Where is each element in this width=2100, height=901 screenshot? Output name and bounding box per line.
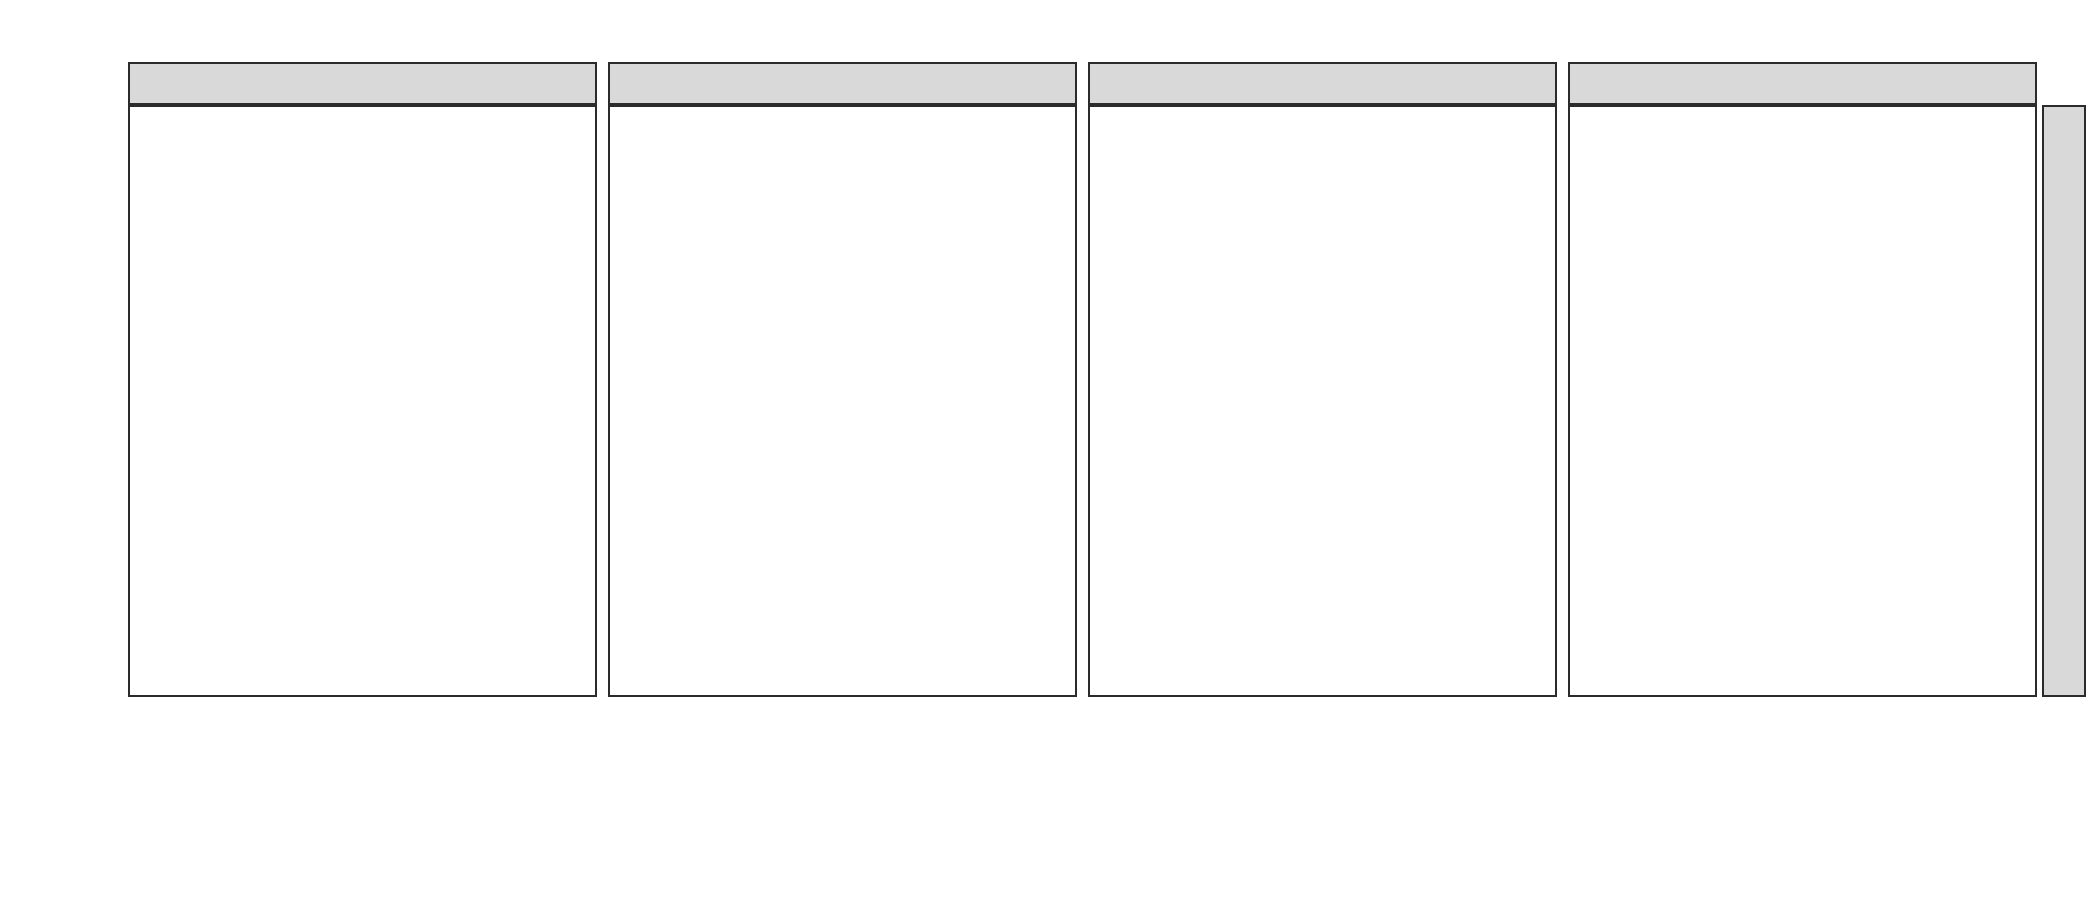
legend-entry — [943, 812, 1173, 833]
plot-area — [608, 105, 1077, 697]
facet-panel-son — [1568, 0, 2037, 760]
facet-strip — [608, 62, 1077, 105]
facet-plot-svg — [1088, 105, 1557, 697]
legend-point-icon — [1049, 809, 1068, 828]
legend-entry — [1203, 812, 1433, 833]
facet-panel-djf — [128, 0, 597, 760]
facet-plot-svg — [608, 105, 1077, 697]
x-tick-labels — [1568, 703, 2037, 737]
facet-panel-mam — [608, 0, 1077, 760]
legend — [0, 812, 2100, 892]
x-tick-labels — [1088, 703, 1557, 737]
facet-plot-svg — [128, 105, 597, 697]
plot-area — [1088, 105, 1557, 697]
legend-key-swatch — [1245, 812, 1392, 825]
x-tick-labels — [128, 703, 597, 737]
facet-row-strip — [2042, 105, 2086, 697]
legend-point-icon — [1309, 809, 1328, 828]
plot-area — [128, 105, 597, 697]
legend-entry — [683, 812, 913, 833]
facet-strip — [1088, 62, 1557, 105]
facet-strip — [1568, 62, 2037, 105]
legend-key-swatch — [725, 812, 872, 825]
y-axis-title — [8, 215, 48, 515]
legend-point-icon — [789, 809, 808, 828]
legend-key-swatch — [985, 812, 1132, 825]
x-tick-labels — [608, 703, 1077, 737]
facet-plot-svg — [1568, 105, 2037, 697]
facet-panel-jja — [1088, 0, 1557, 760]
facet-strip — [128, 62, 597, 105]
plot-area — [1568, 105, 2037, 697]
